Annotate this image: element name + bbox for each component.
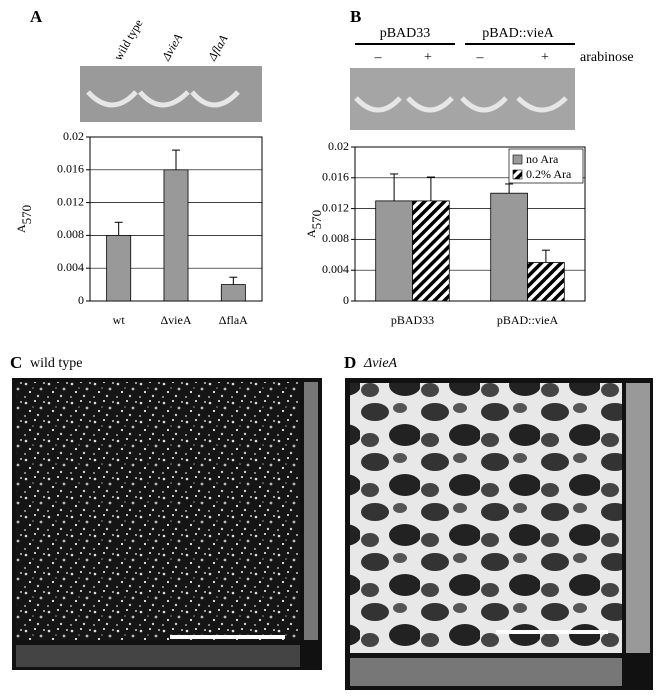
y-tick-label: 0.016 xyxy=(57,162,84,176)
y-tick-label: 0.008 xyxy=(57,227,84,241)
side-projection xyxy=(304,382,318,640)
bar xyxy=(106,234,132,302)
y-tick-label: 0.008 xyxy=(322,231,349,245)
x-tick-label: ΔflaA xyxy=(219,313,248,327)
gel-wells xyxy=(354,96,568,113)
condition-label: arabinose xyxy=(580,50,634,65)
legend-swatch xyxy=(512,169,523,180)
micrograph xyxy=(350,383,622,653)
y-axis-label: A570 xyxy=(304,210,324,238)
y-tick-label: 0 xyxy=(78,293,84,307)
legend-swatch xyxy=(512,154,523,165)
y-axis-label-main: A xyxy=(304,229,318,238)
y-tick-label: 0.02 xyxy=(63,129,84,143)
y-tick-label: 0.004 xyxy=(57,260,84,274)
bar xyxy=(220,284,246,302)
legend-label: 0.2% Ara xyxy=(526,167,572,181)
panel-letter: B xyxy=(350,7,361,26)
panel-title: wild type xyxy=(30,356,83,371)
side-projection xyxy=(626,383,650,653)
lane-label: wild type xyxy=(111,17,146,63)
sign: – xyxy=(476,50,485,65)
panel-title: ΔvieA xyxy=(363,356,398,371)
y-axis-label-sub: 570 xyxy=(309,210,324,230)
panel-letter: A xyxy=(30,7,43,26)
y-tick-label: 0.012 xyxy=(322,200,349,214)
bottom-projection xyxy=(16,645,300,667)
bar xyxy=(375,200,413,302)
panel-letter: C xyxy=(10,353,22,372)
lane-label: ΔvieA xyxy=(158,31,185,64)
y-axis-label-main: A xyxy=(14,224,28,233)
bar xyxy=(490,192,528,302)
bottom-projection xyxy=(350,658,622,686)
bar xyxy=(527,262,565,302)
gel-wells xyxy=(86,90,240,108)
lane-label: ΔflaA xyxy=(204,32,230,64)
x-tick-label: wt xyxy=(113,313,126,327)
x-tick-label: ΔvieA xyxy=(160,313,191,327)
sign: + xyxy=(541,50,549,65)
y-tick-label: 0.016 xyxy=(322,170,349,184)
panel-letter: D xyxy=(344,353,356,372)
x-tick-label: pBAD33 xyxy=(391,313,434,327)
x-tick-label: pBAD::vieA xyxy=(497,313,559,327)
group-label: pBAD33 xyxy=(380,26,431,41)
sign: + xyxy=(424,50,432,65)
bar xyxy=(163,169,189,302)
legend-label: no Ara xyxy=(526,152,559,166)
y-axis-label-sub: 570 xyxy=(19,205,34,225)
y-tick-label: 0 xyxy=(343,293,349,307)
y-tick-label: 0.012 xyxy=(57,194,84,208)
gel-image xyxy=(80,66,262,122)
sign: – xyxy=(374,50,383,65)
y-tick-label: 0.02 xyxy=(328,139,349,153)
bar xyxy=(412,200,450,302)
group-label: pBAD::vieA xyxy=(482,26,554,41)
y-tick-label: 0.004 xyxy=(322,262,349,276)
plot-frame xyxy=(354,146,586,302)
y-axis-label: A570 xyxy=(14,205,34,233)
micrograph xyxy=(16,382,300,640)
